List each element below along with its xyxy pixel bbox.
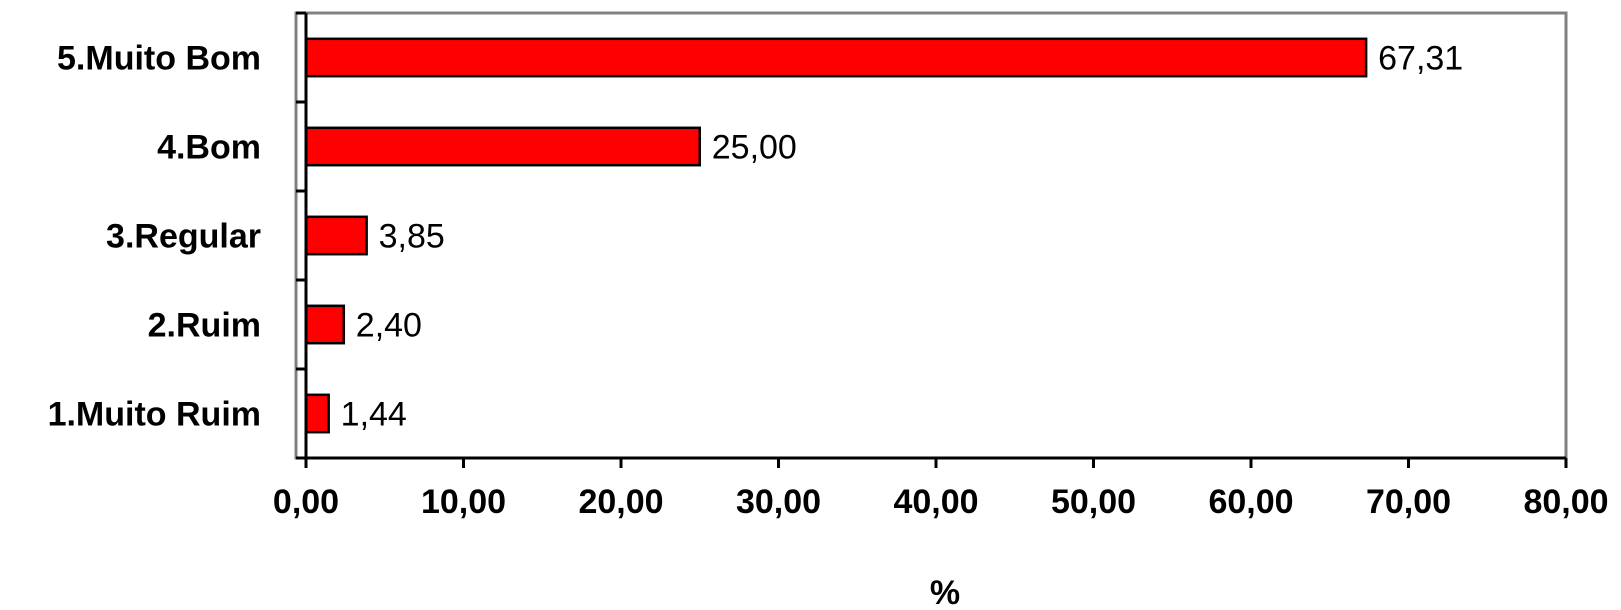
category-label: 3.Regular xyxy=(106,218,261,256)
data-label: 2,40 xyxy=(356,307,422,345)
x-axis-title: % xyxy=(930,574,960,610)
category-label: 1.Muito Ruim xyxy=(48,396,261,434)
x-tick-label: 80,00 xyxy=(1523,483,1608,521)
bar xyxy=(304,393,330,434)
x-tick-label: 30,00 xyxy=(736,483,821,521)
bar xyxy=(304,37,1368,78)
category-label: 4.Bom xyxy=(157,129,261,167)
x-tick-label: 70,00 xyxy=(1366,483,1451,521)
plot-border xyxy=(294,11,1568,460)
bar xyxy=(304,304,346,345)
x-tick-label: 10,00 xyxy=(421,483,506,521)
bar xyxy=(304,215,368,256)
bars-group xyxy=(304,37,1368,434)
x-tick-label: 0,00 xyxy=(273,483,339,521)
x-tick-label: 50,00 xyxy=(1051,483,1136,521)
x-tick-label: 60,00 xyxy=(1208,483,1293,521)
category-label: 5.Muito Bom xyxy=(57,40,261,78)
data-label: 67,31 xyxy=(1378,40,1463,78)
plot-area xyxy=(294,11,1568,460)
data-label: 3,85 xyxy=(379,218,445,256)
data-label: 25,00 xyxy=(712,129,797,167)
bar xyxy=(304,126,701,167)
x-axis: 0,00 10,00 20,00 30,00 40,00 50,00 60,00 70,00 8… xyxy=(273,456,1609,521)
data-label: 1,44 xyxy=(341,396,407,434)
x-tick-label: 40,00 xyxy=(893,483,978,521)
x-tick-label: 20,00 xyxy=(578,483,663,521)
y-axis: 5.Muito Bom 4.Bom 3.Regular 2.Ruim 1.Muito R… xyxy=(48,11,308,460)
data-labels-group: 67,31 25,00 3,85 2,40 1,44 xyxy=(341,40,1464,434)
category-label: 2.Ruim xyxy=(148,307,261,345)
